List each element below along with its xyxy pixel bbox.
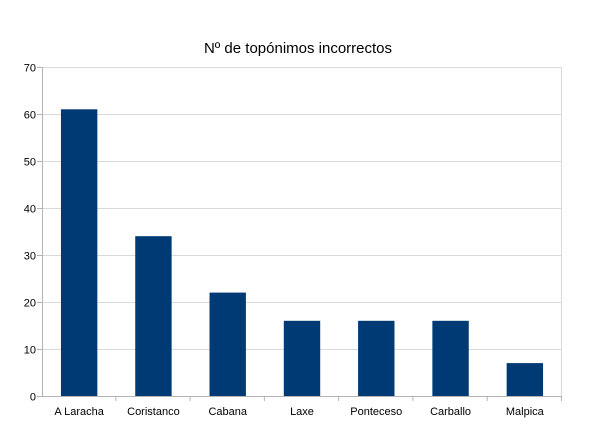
bar-ponteceso [358, 320, 395, 396]
axes [37, 67, 562, 401]
x-tick-label: Coristanco [127, 406, 180, 418]
x-tick-label: Laxe [290, 406, 314, 418]
bars [60, 109, 544, 397]
y-tick-label: 70 [24, 63, 36, 75]
bar-coristanco [135, 236, 172, 396]
bar-malpica [506, 363, 544, 396]
bar-laxe [283, 320, 321, 396]
x-tick-label: Malpica [506, 406, 545, 418]
x-tick-label: Cabana [208, 406, 247, 418]
y-tick-label: 60 [24, 110, 36, 122]
x-axis-tick-labels: A Laracha Coristanco Cabana Laxe Ponteceso Ca… [54, 406, 544, 418]
gridlines [42, 67, 562, 396]
x-tick-label: Carballo [430, 406, 471, 418]
y-axis-tick-labels: 0 10 20 30 40 50 60 70 [24, 63, 36, 404]
y-tick-label: 10 [24, 345, 36, 357]
y-tick-label: 50 [24, 157, 36, 169]
x-tick-label: A Laracha [54, 406, 104, 418]
y-tick-label: 30 [24, 251, 36, 263]
y-tick-label: 20 [24, 298, 36, 310]
y-tick-label: 0 [30, 392, 36, 404]
x-tick-label: Ponteceso [350, 406, 402, 418]
bar-cabana [209, 292, 246, 396]
y-tick-label: 40 [24, 204, 36, 216]
chart-title: Nº de topónimos incorrectos [204, 40, 392, 57]
bar-carballo [432, 320, 469, 396]
bar-a-laracha [60, 109, 98, 397]
